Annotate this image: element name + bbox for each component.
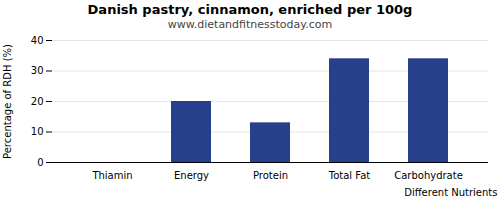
html-text:www.dietandfitnesstoday.com: www.dietandfitnesstoday.com [167, 18, 333, 31]
svg-text:0: 0 [37, 157, 43, 168]
svg-text:40: 40 [31, 35, 44, 46]
svg-text:20: 20 [31, 96, 44, 107]
svg-text:Carbohydrate: Carbohydrate [394, 170, 463, 181]
svg-text:Thiamin: Thiamin [91, 170, 132, 181]
svg-text:30: 30 [31, 65, 44, 76]
svg-text:Different Nutrients: Different Nutrients [404, 187, 497, 198]
svg-text:Percentage of RDH (%): Percentage of RDH (%) [2, 44, 13, 159]
svg-text:Energy: Energy [174, 170, 209, 181]
svg-text:Protein: Protein [253, 170, 288, 181]
svg-text:Total Fat: Total Fat [328, 170, 370, 181]
svg-text:10: 10 [31, 126, 44, 137]
html-text:Danish pastry, cinnamon, enric: Danish pastry, cinnamon, enriched per 10… [87, 2, 413, 17]
